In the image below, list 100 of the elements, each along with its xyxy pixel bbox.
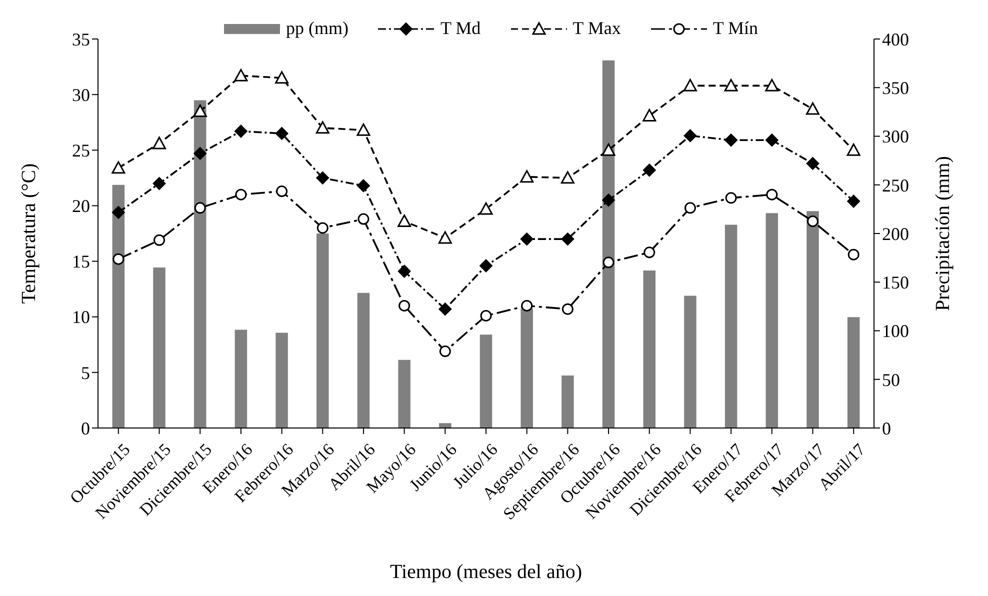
point <box>480 259 492 272</box>
point <box>560 171 574 184</box>
point <box>806 216 818 228</box>
legend-label: T Mín <box>712 18 758 39</box>
point <box>602 194 616 207</box>
point <box>316 222 328 234</box>
y-tick-label: 20 <box>72 196 90 216</box>
y2-tick-label: 100 <box>882 321 909 342</box>
bar <box>480 334 492 428</box>
point <box>398 264 411 278</box>
bar <box>234 330 248 428</box>
point <box>684 202 696 214</box>
point <box>112 161 126 174</box>
point <box>194 202 206 214</box>
point <box>848 248 860 260</box>
bar <box>847 317 860 428</box>
legend-label: T Max <box>572 18 621 39</box>
legend-label: T Md <box>440 18 481 39</box>
point <box>642 108 656 122</box>
point <box>765 78 779 92</box>
y2-tick-label: 50 <box>882 370 900 390</box>
point <box>561 232 574 246</box>
point <box>112 206 125 219</box>
x-axis-title: Tiempo (meses del año) <box>390 561 582 583</box>
bar <box>276 332 288 428</box>
point <box>766 188 778 200</box>
point <box>846 143 860 156</box>
point <box>438 231 452 244</box>
point <box>152 176 166 190</box>
point <box>438 302 452 316</box>
point <box>275 126 288 140</box>
point <box>193 104 207 117</box>
legend-label: pp (mm) <box>286 18 348 39</box>
y-tick-label: 15 <box>72 252 90 272</box>
point <box>358 213 370 225</box>
point <box>562 303 574 315</box>
bar <box>806 211 819 428</box>
y-tick-label: 5 <box>81 362 90 383</box>
y2-tick-label: 0 <box>882 418 891 438</box>
y2-tick-label: 300 <box>882 126 909 147</box>
y2-axis-title: Precipitación (mm) <box>932 156 954 311</box>
point <box>275 71 289 84</box>
point <box>520 170 534 183</box>
point <box>235 188 247 200</box>
point <box>398 214 412 228</box>
bar <box>153 268 166 428</box>
y-tick-label: 30 <box>72 84 90 105</box>
point <box>276 186 288 198</box>
point <box>439 346 451 358</box>
point <box>194 146 207 160</box>
point <box>480 310 492 322</box>
y-axis-title: Temperatura (°C) <box>18 163 40 304</box>
y-tick-label: 25 <box>72 140 90 161</box>
point <box>112 253 124 265</box>
bar <box>684 296 696 428</box>
point <box>234 124 248 138</box>
point <box>724 134 738 147</box>
bar <box>766 213 778 428</box>
point <box>356 179 370 192</box>
point <box>684 129 697 142</box>
point <box>683 78 697 92</box>
bar <box>562 375 574 428</box>
bar <box>194 100 206 428</box>
point <box>644 246 656 258</box>
bar <box>602 60 615 428</box>
point <box>602 256 614 268</box>
point <box>234 68 248 82</box>
y2-tick-label: 400 <box>882 29 909 50</box>
bar <box>398 360 410 428</box>
point <box>806 156 820 170</box>
y2-tick-label: 250 <box>882 175 909 196</box>
point <box>152 136 166 150</box>
point <box>765 134 778 147</box>
y-tick-label: 10 <box>72 307 90 328</box>
bar <box>520 308 533 428</box>
point <box>356 123 370 136</box>
bar <box>643 270 656 428</box>
point <box>602 143 616 156</box>
point <box>479 202 493 215</box>
y-tick-label: 35 <box>72 29 90 50</box>
bar <box>724 224 738 428</box>
point <box>806 102 820 115</box>
point <box>316 171 330 184</box>
bar <box>316 234 329 428</box>
bar <box>112 184 125 428</box>
y2-tick-label: 350 <box>882 78 909 98</box>
bar <box>357 292 370 428</box>
point <box>642 164 656 177</box>
point <box>521 300 533 312</box>
point <box>520 232 534 246</box>
y2-tick-label: 150 <box>882 272 909 293</box>
bar <box>439 423 452 428</box>
y-tick-label: 0 <box>81 418 90 438</box>
point <box>316 121 330 134</box>
y2-tick-label: 200 <box>882 224 909 244</box>
point <box>847 194 860 208</box>
point <box>724 78 738 92</box>
point <box>725 192 737 204</box>
point <box>398 300 410 312</box>
point <box>154 234 166 246</box>
